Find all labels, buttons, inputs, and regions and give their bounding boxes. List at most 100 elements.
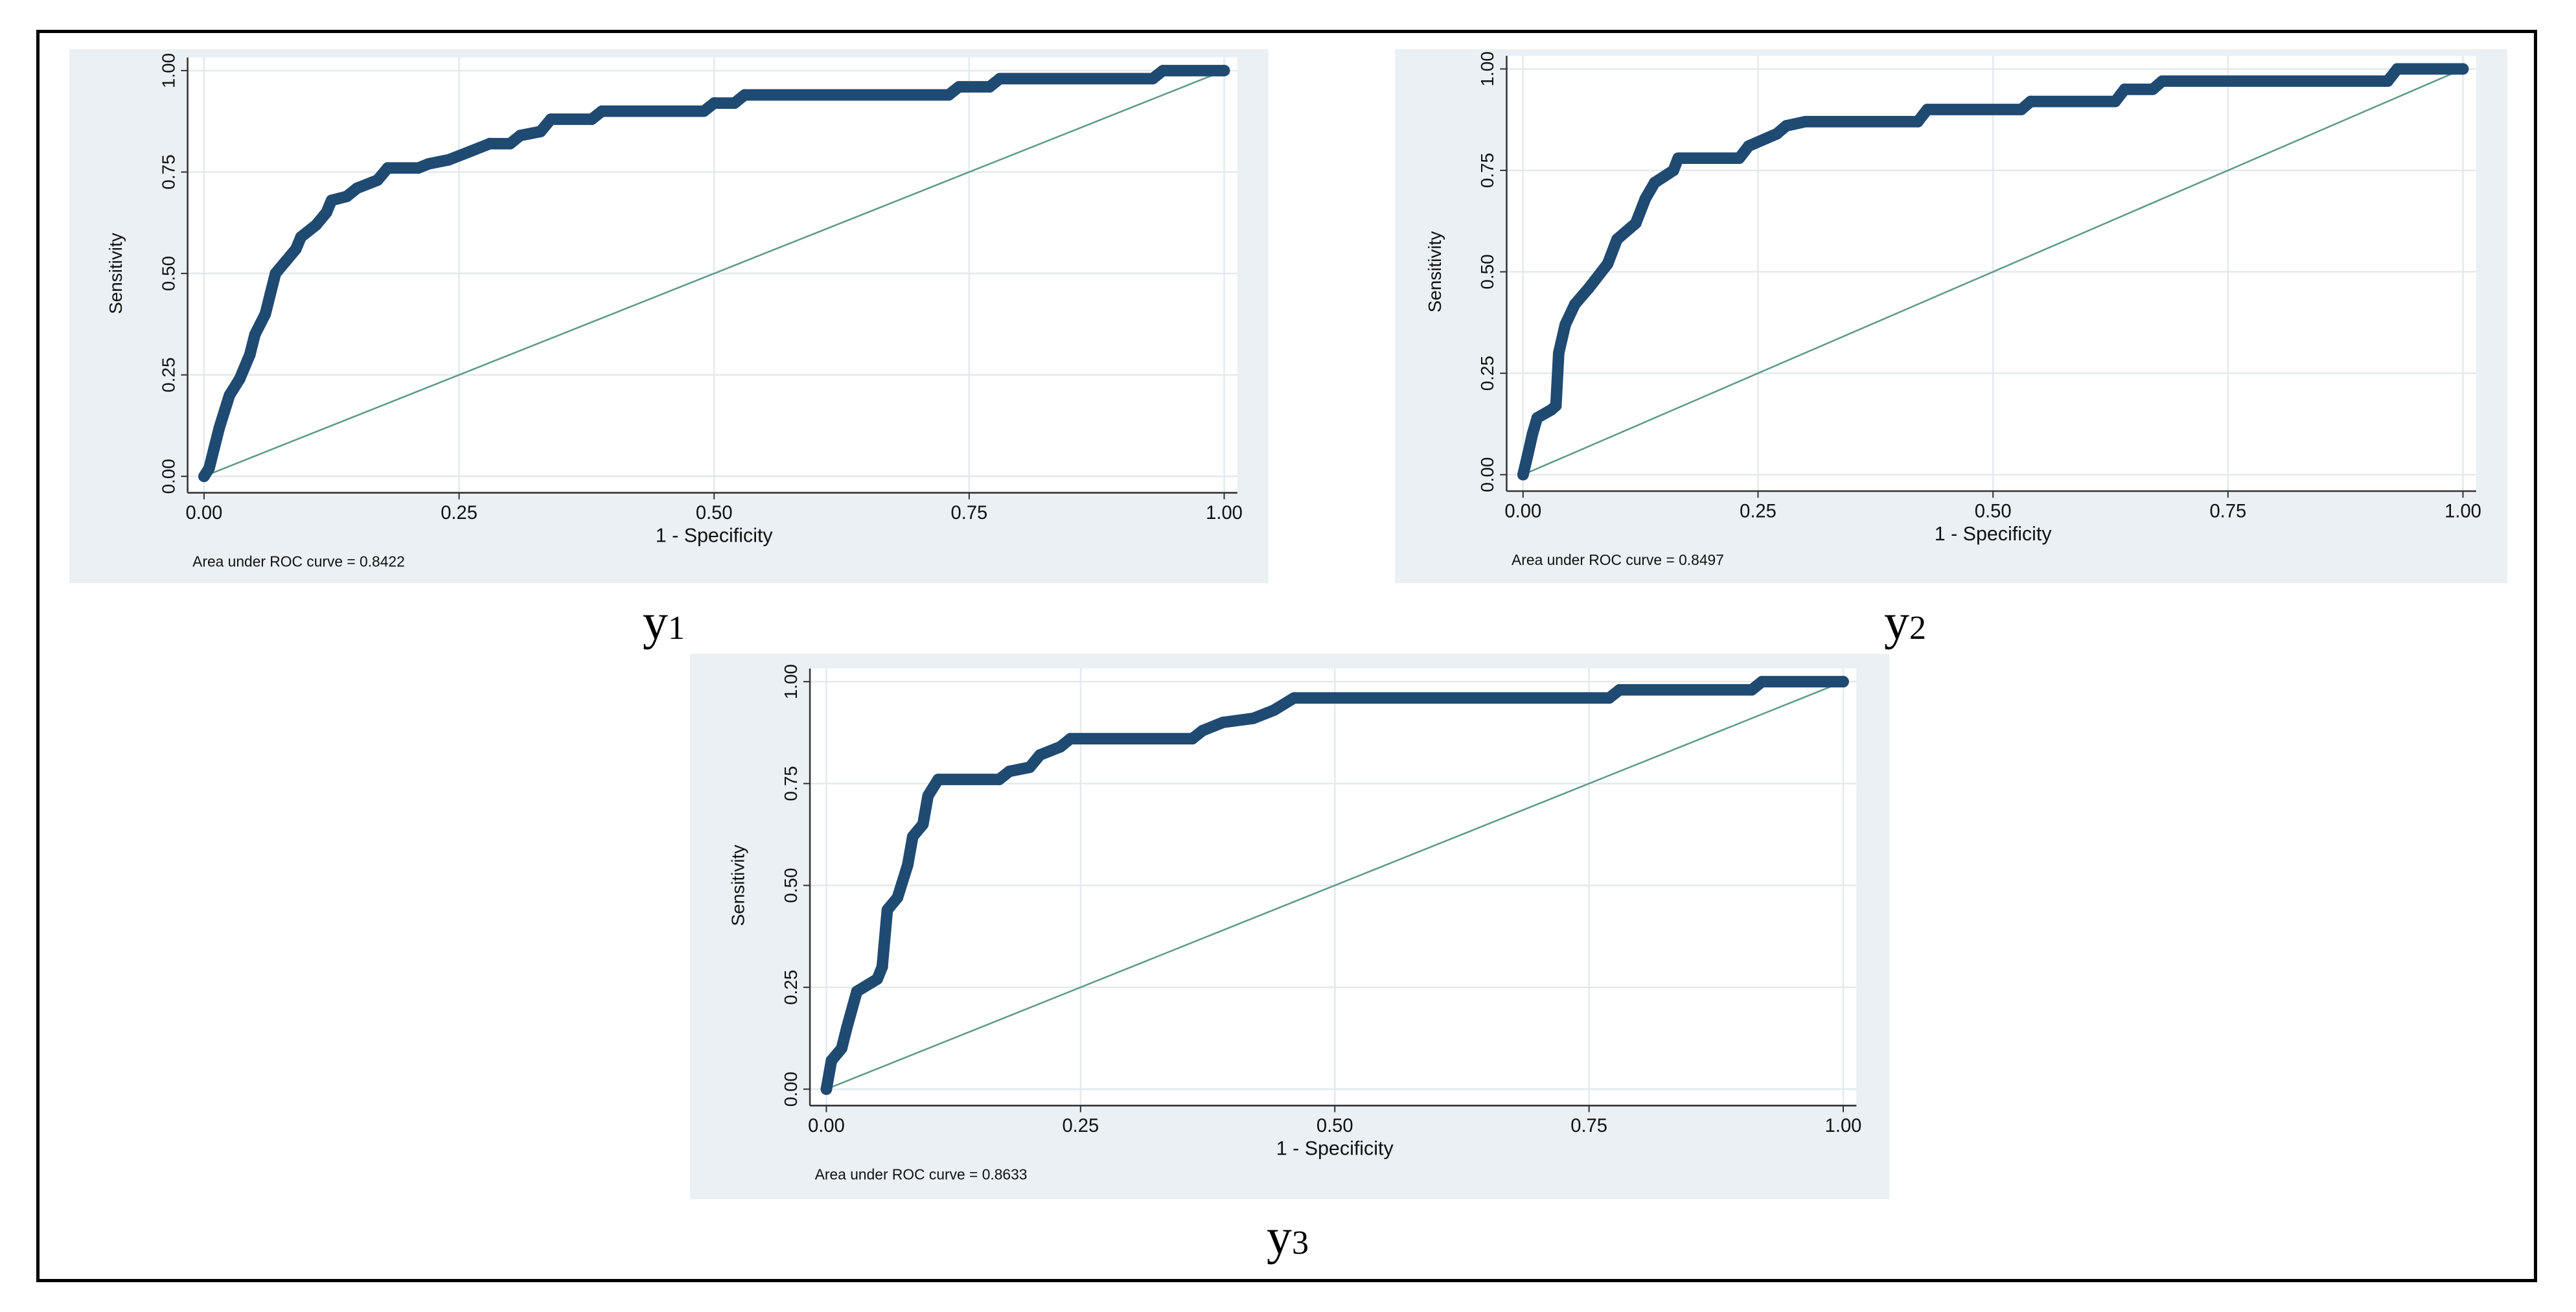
roc-point [351, 182, 363, 194]
x-tick-label: 0.75 [951, 503, 988, 524]
x-tick-label: 1.00 [1206, 503, 1243, 524]
roc-point [1743, 140, 1754, 152]
roc-point [876, 961, 888, 973]
roc-point [504, 137, 516, 150]
roc-panel-y3: 0.00 0.25 0.50 0.75 1.00 0.00 0.25 0.50 0.75 1.00… [690, 654, 1889, 1199]
y-tick-label: 1.00 [1477, 51, 1497, 86]
roc-point [1639, 192, 1651, 205]
roc-point [290, 243, 302, 255]
roc-point [2146, 83, 2159, 95]
roc-point [443, 154, 455, 166]
roc-point [463, 146, 476, 158]
roc-point [1147, 73, 1159, 85]
roc-point [2015, 104, 2027, 115]
roc-point [983, 81, 996, 93]
roc-point [906, 831, 919, 842]
x-tick-label: 0.25 [441, 503, 477, 524]
roc-point [891, 892, 904, 904]
roc-chart: 0.00 0.25 0.50 0.75 1.00 0.00 0.25 0.50 0.75 1.00… [728, 664, 1862, 1183]
roc-point [1756, 676, 1768, 687]
x-tick-label: 0.25 [1062, 1116, 1099, 1136]
roc-point [1799, 115, 1811, 128]
roc-point [994, 73, 1006, 85]
roc-point [1054, 741, 1066, 753]
roc-point [1733, 152, 1745, 165]
roc-point [1157, 65, 1169, 76]
x-axis-label: 1 - Specificity [1276, 1138, 1394, 1160]
roc-point [1526, 428, 1539, 440]
x-tick-label: 1.00 [1825, 1116, 1862, 1136]
roc-point [218, 406, 231, 417]
roc-point [1912, 115, 1924, 128]
roc-point [280, 255, 292, 268]
y-tick-label: 1.00 [781, 664, 801, 699]
auc-annotation: Area under ROC curve = 0.8633 [815, 1166, 1028, 1183]
roc-point [943, 89, 955, 101]
plot-area [810, 668, 1857, 1106]
roc-point [1217, 717, 1229, 728]
roc-point [1837, 676, 1849, 687]
roc-point [586, 113, 598, 125]
roc-point [1186, 733, 1199, 745]
roc-point [1024, 761, 1036, 774]
roc-point [1268, 704, 1280, 717]
roc-point [341, 190, 353, 202]
y-axis-label: Sensitivity [106, 233, 126, 314]
reference-line [203, 69, 1225, 478]
roc-point [535, 126, 547, 137]
roc-point [993, 774, 1006, 785]
y-tick-label: 0.00 [1477, 457, 1497, 492]
roc-point [1771, 128, 1783, 140]
roc-point [1583, 282, 1595, 294]
roc-point [1004, 765, 1015, 777]
roc-point [953, 81, 965, 93]
roc-point [382, 162, 394, 174]
roc-point [836, 1042, 847, 1055]
roc-point [1288, 692, 1300, 704]
roc-point [295, 231, 307, 243]
x-axis-label: 1 - Specificity [656, 525, 774, 547]
plot-area [187, 57, 1237, 493]
roc-point [917, 818, 929, 831]
caption-y2: y2 [1884, 593, 1926, 650]
roc-point [2382, 75, 2394, 87]
y-axis-label: Sensitivity [728, 845, 748, 926]
roc-point [1064, 733, 1077, 745]
roc-point [1569, 298, 1581, 310]
roc-point [224, 389, 236, 401]
reference-line [1523, 68, 2464, 476]
roc-point [1630, 217, 1642, 229]
x-tick-label: 0.75 [2209, 501, 2246, 522]
roc-point [1672, 152, 1685, 165]
roc-point [871, 973, 883, 985]
roc-point [208, 442, 220, 454]
roc-point [310, 219, 323, 231]
roc-point [2109, 95, 2121, 108]
x-tick-label: 1.00 [2444, 501, 2481, 522]
roc-point [1602, 258, 1614, 270]
y-tick-label: 0.75 [1477, 153, 1497, 188]
x-tick-label: 0.50 [1317, 1116, 1353, 1136]
roc-point [596, 105, 608, 117]
plot-area [1506, 56, 2476, 492]
roc-point [321, 207, 332, 219]
roc-point [728, 97, 741, 109]
roc-point [2391, 63, 2403, 75]
roc-point [545, 113, 557, 125]
roc-point [1611, 233, 1623, 246]
x-tick-label: 0.00 [186, 503, 223, 524]
roc-point [1531, 412, 1543, 424]
roc-point [1197, 724, 1209, 737]
roc-point [371, 174, 384, 186]
roc-point [1668, 165, 1679, 176]
y-tick-label: 0.50 [158, 256, 178, 291]
roc-point [1247, 712, 1259, 724]
roc-point [2119, 83, 2131, 95]
roc-point [1604, 692, 1615, 704]
roc-point [708, 97, 720, 109]
roc-point [422, 158, 435, 170]
roc-panel-y1: 0.00 0.25 0.50 0.75 1.00 0.00 0.25 0.50 0.75 1.00… [69, 49, 1269, 583]
y-tick-label: 0.25 [1477, 356, 1497, 391]
x-tick-label: 0.00 [1504, 501, 1541, 522]
roc-point [902, 859, 914, 871]
